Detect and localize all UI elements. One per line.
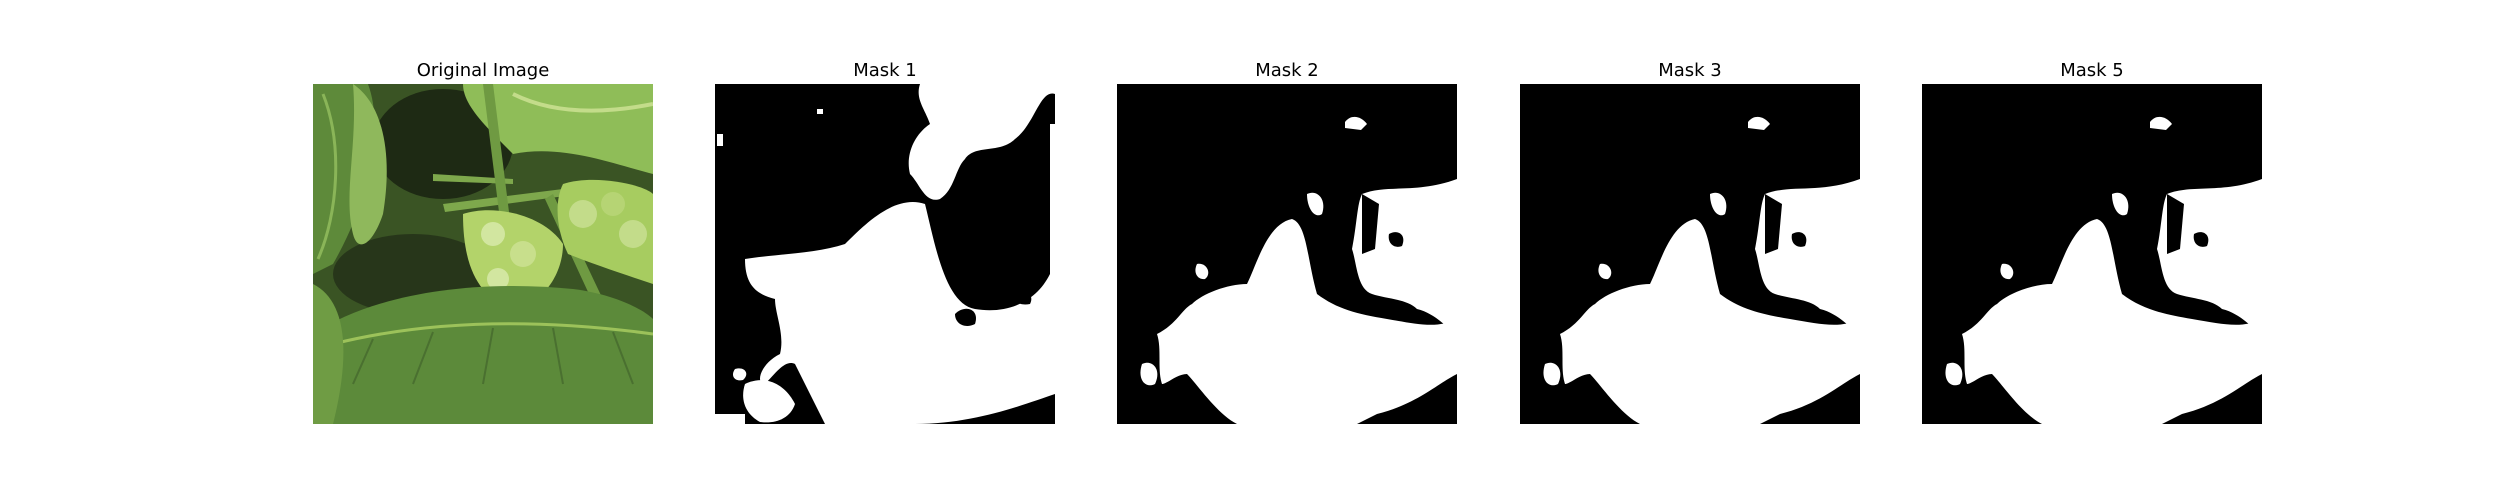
mask-image — [1520, 84, 1860, 424]
original-image — [313, 84, 653, 424]
mask-2 — [1117, 84, 1457, 424]
panel-title: Mask 5 — [2060, 60, 2124, 81]
mask-1 — [715, 84, 1055, 424]
panel-title: Mask 1 — [853, 60, 917, 81]
mask-3 — [1520, 84, 1860, 424]
mask-5 — [1922, 84, 2262, 424]
mask-image — [1922, 84, 2262, 424]
panel-title: Mask 2 — [1255, 60, 1319, 81]
mask-image — [715, 84, 1055, 424]
plant-photo — [313, 84, 653, 424]
panel-title: Original Image — [416, 60, 550, 81]
panel-title: Mask 3 — [1658, 60, 1722, 81]
mask-image — [1117, 84, 1457, 424]
